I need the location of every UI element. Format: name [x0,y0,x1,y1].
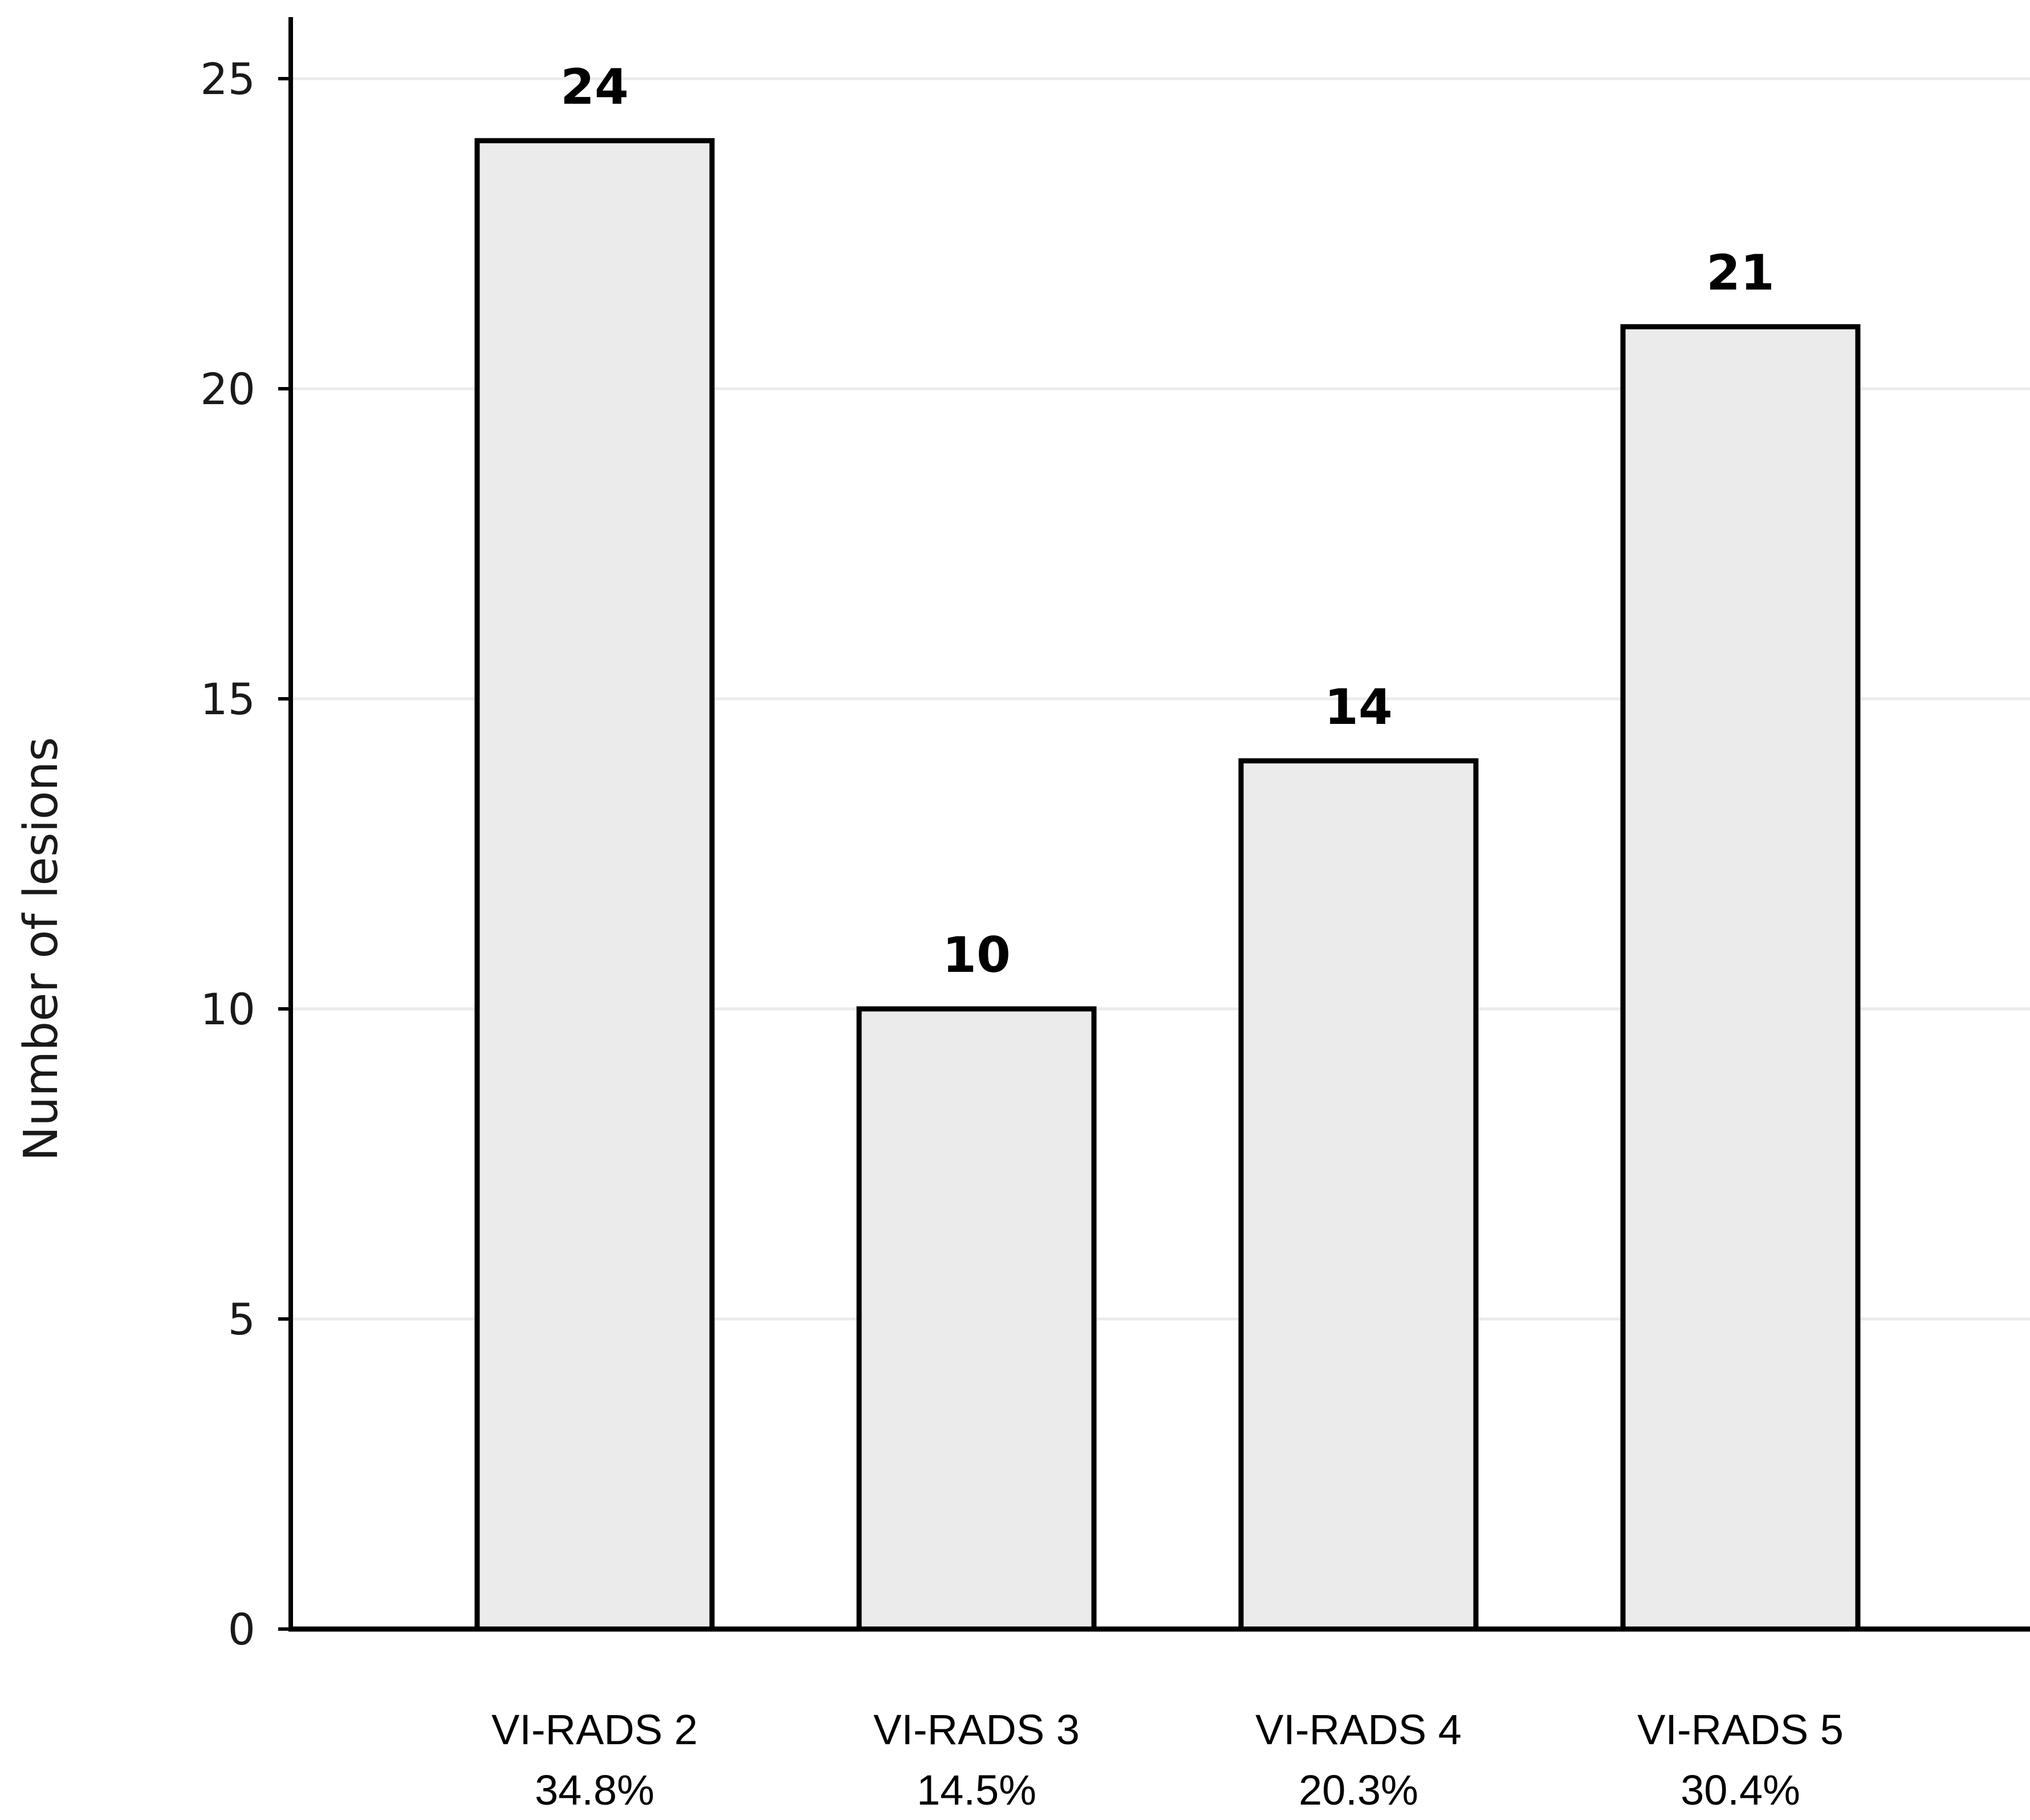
y-tick-label: 0 [228,1604,255,1655]
category-percentage: 34.8% [535,1766,654,1814]
y-tick-label: 5 [228,1294,255,1345]
category-labels: VI-RADS 2 34.8% VI-RADS 3 14.5% VI-RADS 4 20.… [491,1706,1844,1814]
bar [1238,758,1479,1632]
category-label: VI-RADS 4 [1255,1706,1462,1753]
category-percentage: 30.4% [1681,1766,1800,1814]
bar [474,138,715,1632]
y-tick-label: 25 [200,54,255,104]
category-percentage: 14.5% [917,1766,1036,1814]
y-tick-label: 15 [200,674,255,724]
value-label: 14 [1324,679,1393,736]
y-tick-label: 20 [200,364,255,414]
bar [856,1006,1097,1632]
category-label: VI-RADS 5 [1637,1706,1844,1753]
category-label: VI-RADS 2 [491,1706,698,1753]
value-labels: 24 10 14 21 [560,59,1775,984]
axes [288,17,2030,1632]
bars [474,138,1861,1632]
y-axis-ticks: 0 5 10 15 20 25 [200,54,291,1655]
bar [1620,324,1861,1632]
value-label: 24 [560,59,629,116]
y-tick-label: 10 [200,984,255,1035]
category-label: VI-RADS 3 [873,1706,1080,1753]
y-axis-title: Number of lesions [14,737,68,1161]
value-label: 10 [942,927,1011,984]
category-percentage: 20.3% [1299,1766,1418,1814]
value-label: 21 [1706,245,1775,302]
